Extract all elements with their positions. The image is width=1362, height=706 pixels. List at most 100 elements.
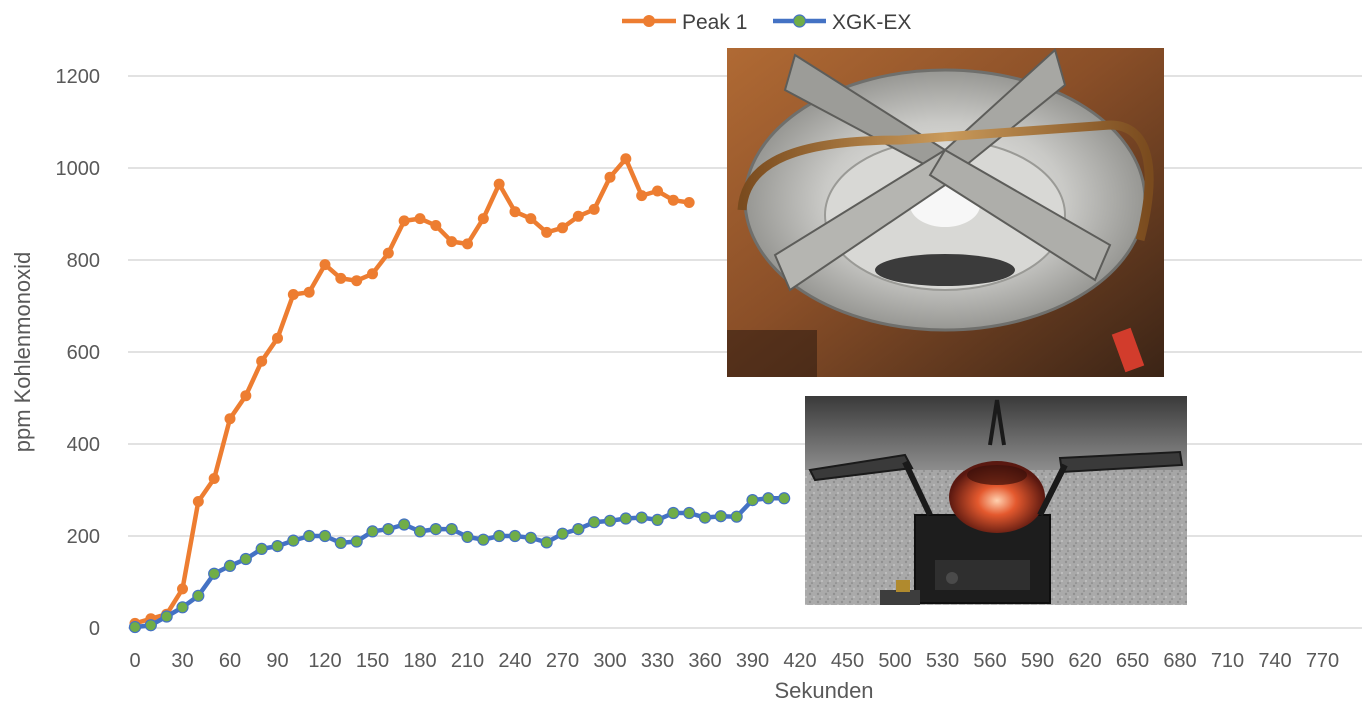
x-tick-label: 90 (266, 650, 288, 672)
x-tick-label: 710 (1211, 650, 1244, 672)
y-tick-label: 1000 (56, 158, 101, 180)
data-point (477, 533, 490, 546)
gridlines (128, 75, 1362, 629)
data-point (508, 529, 522, 543)
data-point (619, 512, 632, 525)
data-point (714, 510, 727, 523)
data-point (334, 536, 347, 550)
x-tick-label: 180 (403, 650, 436, 672)
data-point (398, 518, 411, 531)
x-tick-label: 450 (831, 650, 864, 672)
x-tick-label: 270 (546, 650, 579, 672)
data-point (493, 178, 505, 190)
data-point (652, 185, 663, 197)
data-point (192, 589, 205, 602)
x-tick-label: 330 (641, 650, 674, 672)
data-point (572, 210, 584, 222)
data-point (208, 567, 221, 580)
data-point (762, 492, 775, 505)
data-point (272, 332, 283, 344)
data-point (603, 514, 617, 527)
data-point (541, 226, 553, 238)
data-point (556, 527, 569, 540)
x-tick-label: 300 (593, 650, 626, 672)
data-point (462, 238, 473, 250)
data-series (128, 153, 791, 634)
data-point (350, 535, 363, 548)
legend-item: Peak 1 (622, 11, 747, 34)
x-tick-label: 680 (1163, 650, 1196, 672)
data-point (778, 492, 791, 505)
data-point (287, 534, 300, 547)
data-point (319, 259, 331, 271)
legend-item: XGK-EX (773, 11, 911, 34)
legend-swatch-marker (643, 15, 655, 27)
data-point (651, 513, 664, 527)
data-point (588, 203, 600, 215)
y-tick-label: 400 (67, 434, 100, 456)
series-peak-1 (129, 153, 695, 629)
data-point (287, 289, 299, 300)
legend-label: Peak 1 (682, 11, 747, 34)
x-tick-label: 390 (736, 650, 769, 672)
series-xgk-ex (128, 492, 791, 634)
x-tick-label: 560 (973, 650, 1006, 672)
series-line (132, 156, 692, 626)
x-tick-label: 0 (129, 650, 140, 672)
y-axis-title: ppm Kohlenmonoxid (10, 252, 35, 453)
data-point (524, 531, 537, 544)
x-tick-label: 500 (878, 650, 911, 672)
data-point (540, 536, 553, 549)
data-point (446, 236, 458, 248)
data-point (160, 610, 173, 623)
data-point (413, 525, 427, 538)
data-point (318, 529, 332, 543)
data-point (366, 525, 379, 538)
data-point (509, 206, 521, 218)
legend-label: XGK-EX (832, 11, 911, 34)
x-tick-label: 770 (1306, 650, 1339, 672)
data-point (604, 171, 616, 183)
data-point (223, 559, 237, 573)
data-point (493, 529, 506, 543)
data-point (430, 220, 442, 231)
data-point (667, 506, 680, 520)
data-point (382, 522, 395, 536)
y-tick-label: 200 (67, 526, 100, 548)
data-point (698, 511, 712, 524)
data-point (177, 583, 188, 595)
data-point (351, 275, 363, 287)
y-tick-label: 1200 (56, 66, 101, 88)
data-point (208, 473, 220, 484)
data-point (128, 620, 142, 634)
data-point (239, 552, 252, 566)
x-tick-label: 360 (688, 650, 721, 672)
data-point (255, 542, 268, 555)
data-point (683, 197, 695, 208)
data-point (635, 511, 648, 524)
data-point (636, 190, 648, 202)
data-point (367, 268, 378, 280)
data-point (445, 522, 458, 536)
data-point (730, 510, 743, 523)
y-axis-ticks: 0 200 400 600 800 1000 1200 (56, 66, 101, 640)
y-tick-label: 800 (67, 250, 100, 272)
x-tick-label: 620 (1068, 650, 1101, 672)
data-point (335, 272, 347, 284)
data-point (572, 522, 585, 536)
data-point (588, 516, 601, 529)
data-point (382, 247, 394, 259)
x-tick-label: 740 (1258, 650, 1291, 672)
x-tick-label: 590 (1021, 650, 1054, 672)
legend-swatch-marker (792, 14, 807, 28)
stove-burner-top-photo (727, 48, 1164, 377)
stove-on-ground-photo (805, 396, 1187, 605)
data-point (414, 213, 426, 225)
x-tick-label: 650 (1116, 650, 1149, 672)
data-point (557, 222, 568, 234)
data-point (525, 213, 537, 225)
data-point (620, 153, 632, 165)
x-tick-label: 120 (308, 650, 341, 672)
